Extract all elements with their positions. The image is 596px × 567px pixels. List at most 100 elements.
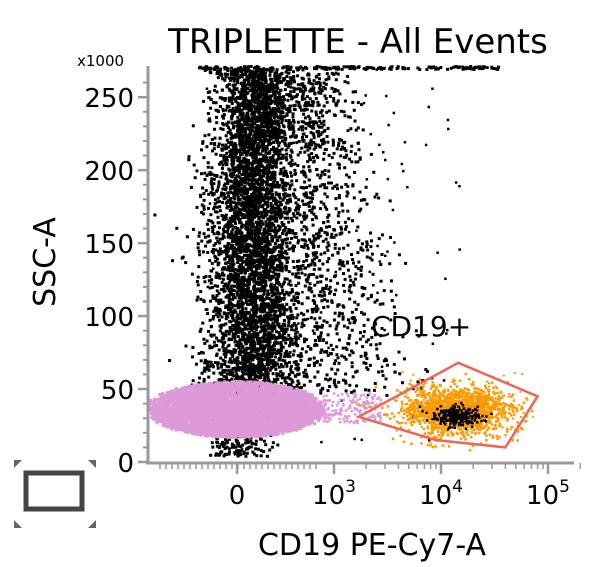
event-dot: [288, 107, 292, 111]
event-dot: [232, 304, 236, 307]
event-dot: [279, 167, 283, 171]
event-dot: [221, 271, 225, 275]
event-dot: [263, 378, 267, 382]
event-dot: [256, 222, 260, 226]
event-dot: [247, 208, 251, 212]
event-dot: [278, 183, 282, 187]
event-dot: [241, 363, 245, 367]
event-dot: [291, 162, 295, 166]
event-dot: [236, 272, 240, 276]
event-dot: [254, 350, 258, 354]
event-dot: [248, 138, 252, 142]
event-dot: [261, 310, 265, 314]
event-dot: [191, 379, 195, 383]
event-dot: [252, 276, 256, 280]
event-dot: [291, 371, 295, 375]
event-dot: [261, 71, 265, 75]
event-dot: [235, 257, 239, 261]
event-dot: [232, 71, 236, 75]
event-dot: [278, 172, 282, 176]
event-dot: [267, 247, 271, 251]
event-dot: [267, 363, 271, 367]
event-dot: [217, 291, 221, 295]
event-dot: [216, 263, 220, 267]
event-dot: [217, 302, 221, 306]
event-dot: [295, 265, 299, 268]
event-dot: [252, 331, 256, 335]
event-dot: [311, 82, 315, 86]
event-dot: [268, 73, 272, 77]
event-dot: [237, 265, 241, 269]
event-dot: [308, 209, 312, 213]
event-dot: [280, 220, 284, 224]
event-dot: [256, 246, 260, 250]
event-dot: [224, 250, 228, 254]
event-dot: [273, 355, 277, 359]
event-dot: [242, 288, 246, 292]
event-dot: [256, 340, 260, 343]
event-dot: [285, 277, 289, 281]
event-dot: [267, 171, 271, 174]
event-dot: [211, 296, 215, 300]
event-dot: [271, 204, 275, 208]
event-dot: [303, 150, 307, 154]
event-dot: [263, 95, 266, 99]
event-dot: [238, 285, 242, 289]
event-dot: [221, 114, 224, 118]
event-dot: [263, 286, 267, 290]
event-dot: [285, 173, 289, 177]
event-dot: [283, 359, 287, 363]
event-dot: [212, 177, 216, 181]
event-dot: [272, 109, 276, 113]
event-dot: [256, 333, 260, 337]
event-dot: [240, 279, 244, 283]
event-dot: [230, 377, 234, 381]
event-dot: [294, 208, 297, 212]
event-dot: [266, 322, 270, 326]
event-dot: [285, 260, 289, 264]
event-dot: [278, 75, 282, 79]
event-dot: [264, 155, 268, 159]
event-dot: [257, 376, 261, 380]
event-dot: [224, 283, 228, 287]
event-dot: [284, 226, 288, 230]
event-dot: [293, 335, 297, 339]
event-dot: [252, 169, 256, 173]
event-dot: [225, 205, 229, 209]
event-dot: [282, 125, 286, 129]
event-dot: [214, 101, 218, 105]
event-dot: [266, 196, 270, 200]
event-dot: [273, 255, 277, 258]
event-dot: [287, 125, 291, 129]
event-dot: [262, 196, 266, 200]
event-dot: [242, 372, 246, 376]
event-dot: [208, 239, 212, 243]
event-dot: [279, 363, 283, 367]
event-dot: [246, 247, 250, 251]
event-dot: [297, 207, 300, 211]
event-dot: [232, 328, 236, 331]
event-dot: [208, 275, 212, 278]
event-dot: [249, 99, 253, 103]
event-dot: [201, 140, 205, 144]
event-dot: [243, 245, 247, 249]
event-dot: [293, 162, 297, 166]
event-dot: [244, 213, 248, 217]
event-dot: [249, 137, 253, 140]
event-dot: [215, 299, 219, 303]
event-dot: [283, 238, 287, 241]
event-dot: [240, 108, 244, 112]
event-dot: [246, 312, 249, 315]
event-dot: [263, 193, 267, 197]
event-dot: [219, 300, 223, 304]
event-dot: [198, 253, 202, 257]
event-dot: [276, 265, 280, 269]
event-dot: [191, 227, 195, 231]
event-dot: [229, 191, 233, 195]
event-dot: [274, 231, 278, 235]
event-dot: [241, 68, 245, 72]
event-dot: [244, 163, 248, 166]
event-dot: [297, 367, 301, 370]
event-dot: [260, 363, 264, 367]
event-dot: [275, 245, 279, 249]
